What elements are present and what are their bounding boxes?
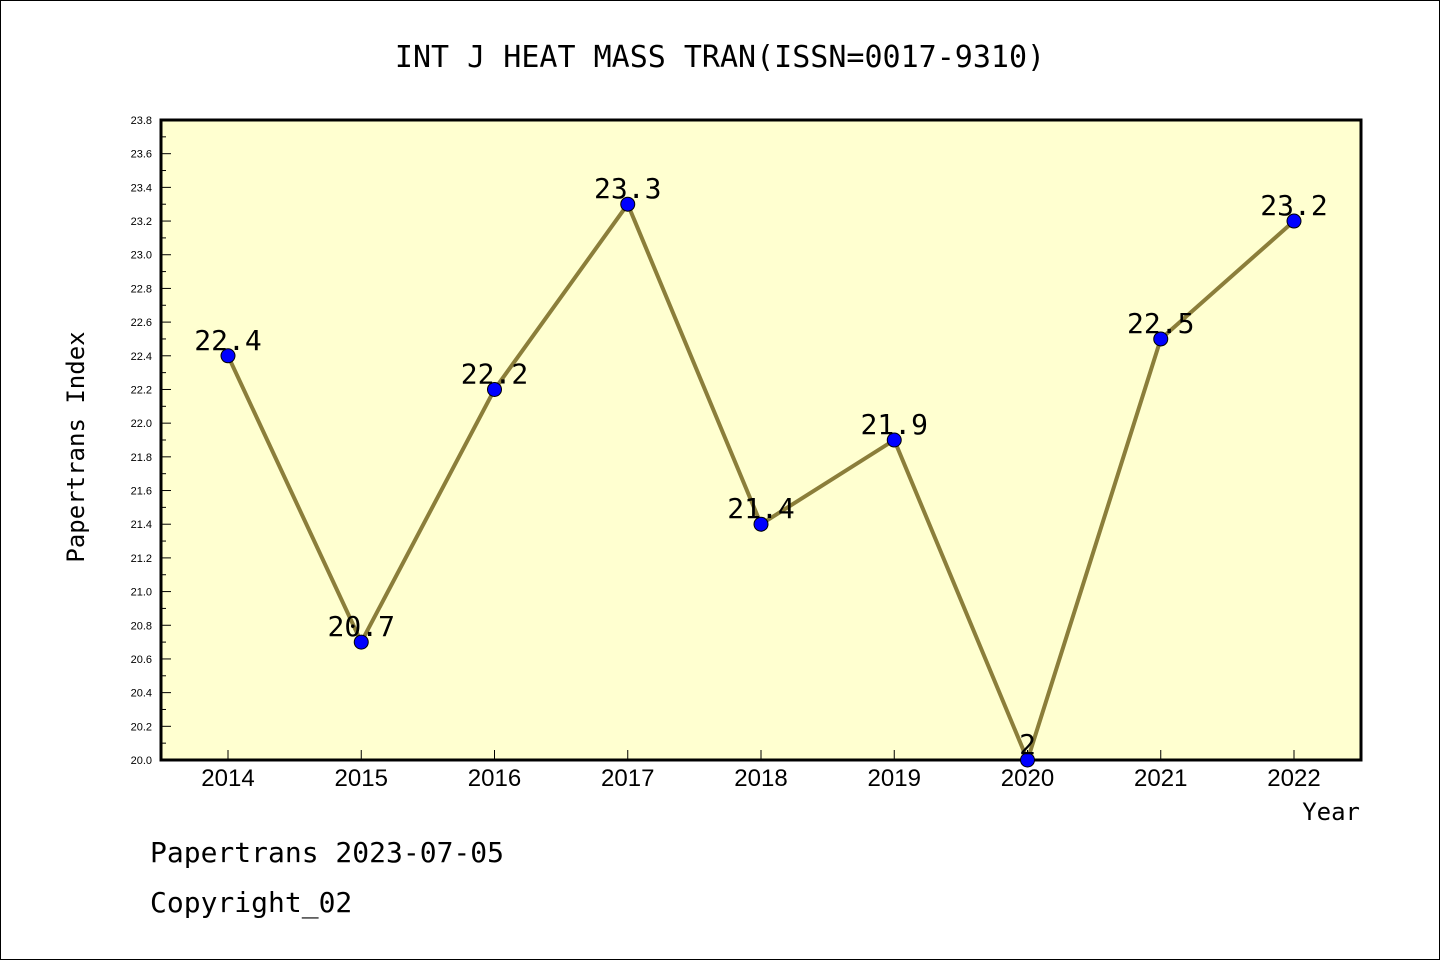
y-tick-label: 20.2 [131,721,152,733]
y-tick-label: 23.8 [131,115,152,127]
y-tick-label: 23.2 [131,216,152,228]
y-tick-label: 21.8 [131,452,152,464]
y-tick-label: 22.2 [131,384,152,396]
data-label: 22.4 [194,324,261,357]
y-tick-label: 21.4 [131,519,152,531]
y-tick-label: 22.4 [131,351,152,363]
data-label: 20.7 [328,610,395,643]
y-tick-label: 22.0 [131,418,152,430]
y-axis: 20.0 20.2 20.4 20.6 20.8 21.0 21.2 21.4 21.6 21.8… [131,115,171,767]
footer-copyright: Copyright_02 [150,886,353,919]
x-tick-label: 2016 [468,765,521,792]
y-tick-label: 21.6 [131,486,152,498]
y-tick-label: 23.4 [131,182,152,194]
footer-date: Papertrans 2023-07-05 [150,836,505,869]
y-tick-label: 21.0 [131,587,152,599]
y-tick-label: 20.4 [131,688,152,700]
data-label: 21.4 [727,492,794,525]
y-tick-label: 20.0 [131,755,152,767]
data-point [487,381,502,397]
data-point [620,196,636,212]
data-label: 22.2 [461,357,528,390]
data-label: 2 [1019,728,1036,761]
y-tick-label: 22.6 [131,317,152,329]
y-tick-label: 20.8 [131,620,152,632]
data-point [353,634,369,650]
data-label: 21.9 [861,408,928,441]
x-axis-label: Year [1302,798,1360,826]
x-tick-label: 2015 [335,765,388,792]
y-axis-label: Papertrans Index [62,331,90,562]
x-tick-label: 2018 [734,765,787,792]
x-tick-label: 2019 [868,765,921,792]
y-tick-label: 21.2 [131,553,152,565]
data-point [220,348,236,364]
y-tick-label: 20.6 [131,654,152,666]
x-tick-label: 2021 [1134,765,1187,792]
x-tick-label: 2014 [201,765,254,792]
data-point [1286,213,1302,229]
x-tick-label: 2017 [601,765,654,792]
x-tick-label: 2022 [1267,765,1320,792]
data-label: 22.5 [1127,307,1194,340]
y-tick-label: 23.6 [131,149,152,161]
data-label: 23.2 [1260,189,1327,222]
y-tick-label: 22.8 [131,283,152,295]
chart-title: INT J HEAT MASS TRAN(ISSN=0017-9310) [395,40,1045,75]
x-tick-label: 2020 [1001,765,1054,792]
x-axis: 2014 2015 2016 2017 2018 2019 2020 2021 2022 [201,750,1321,792]
data-point [1153,331,1169,347]
data-point [886,432,902,448]
plot-area [159,118,1363,762]
data-point [1020,752,1035,768]
data-point [753,516,769,532]
y-tick-label: 23.0 [131,250,152,262]
series-line-group: 22.4 20.7 22.2 23.3 21.4 21.9 2 22.5 23.2 [194,172,1328,768]
data-label: 23.3 [594,172,661,205]
